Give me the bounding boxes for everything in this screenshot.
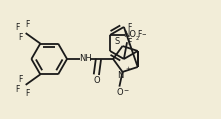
Text: +: + <box>125 66 130 71</box>
Text: NO: NO <box>123 30 136 39</box>
Text: F: F <box>128 23 132 32</box>
Text: F: F <box>137 30 141 40</box>
Text: F: F <box>26 89 30 98</box>
Text: F: F <box>18 33 23 42</box>
Text: F: F <box>15 23 19 32</box>
Text: F: F <box>15 85 19 94</box>
Text: −: − <box>123 87 128 92</box>
Text: F: F <box>18 75 23 84</box>
Text: F: F <box>128 38 132 47</box>
Text: −: − <box>141 31 146 36</box>
Text: F: F <box>26 20 30 29</box>
Text: 2: 2 <box>136 36 139 41</box>
Text: N: N <box>117 71 124 80</box>
Text: NH: NH <box>80 55 92 63</box>
Text: O: O <box>93 77 100 85</box>
Text: O: O <box>116 88 123 97</box>
Text: S: S <box>115 37 120 46</box>
